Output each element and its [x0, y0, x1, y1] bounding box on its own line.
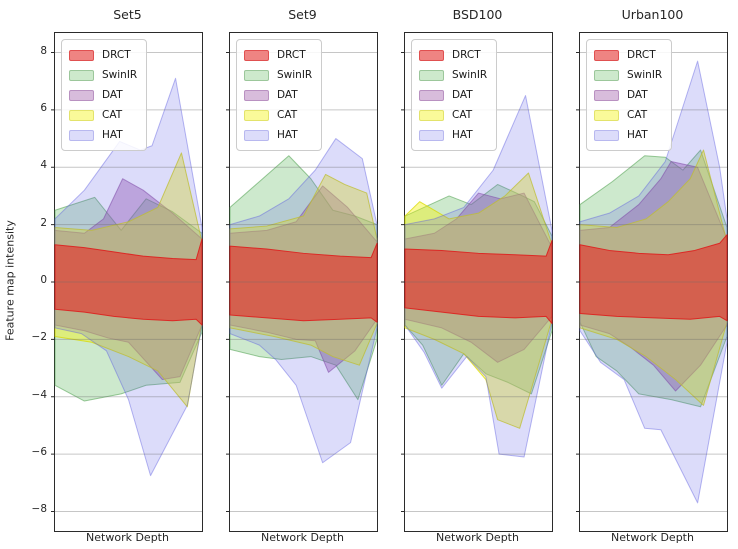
legend-entry-swinir: SwinIR	[594, 65, 662, 85]
legend-swatch-icon	[594, 129, 619, 141]
legend-entry-cat: CAT	[244, 105, 312, 125]
y-tick-label-2: 2	[40, 216, 47, 229]
plot-area-set9: DRCT SwinIR DAT CAT HAT	[226, 32, 378, 532]
legend-label: DRCT	[452, 49, 481, 61]
plot-area-bsd100: DRCT SwinIR DAT CAT HAT	[401, 32, 553, 532]
legend-label: DAT	[452, 89, 473, 101]
legend-label: DRCT	[627, 49, 656, 61]
plot-area-urban100: DRCT SwinIR DAT CAT HAT	[576, 32, 728, 532]
legend-label: HAT	[452, 129, 473, 141]
legend-entry-cat: CAT	[419, 105, 487, 125]
legend: DRCT SwinIR DAT CAT HAT	[586, 39, 673, 151]
plot-area-set5: DRCT SwinIR DAT CAT HAT	[51, 32, 203, 532]
legend-entry-dat: DAT	[69, 85, 137, 105]
legend: DRCT SwinIR DAT CAT HAT	[236, 39, 323, 151]
legend-swatch-icon	[244, 109, 269, 121]
legend-entry-hat: HAT	[69, 125, 137, 145]
subplot-title-urban100: Urban100	[621, 7, 684, 22]
legend-label: DRCT	[102, 49, 131, 61]
envelope-drct	[579, 234, 728, 322]
legend-entry-drct: DRCT	[594, 45, 662, 65]
legend-label: SwinIR	[452, 69, 488, 81]
legend-entry-swinir: SwinIR	[244, 65, 312, 85]
legend-swatch-icon	[594, 109, 619, 121]
legend-label: CAT	[452, 109, 473, 121]
y-tick-label--6: −6	[31, 446, 47, 459]
legend-swatch-icon	[594, 49, 619, 61]
legend-swatch-icon	[69, 109, 94, 121]
legend-swatch-icon	[69, 49, 94, 61]
envelope-chart-bsd100	[401, 52, 553, 512]
legend-swatch-icon	[244, 89, 269, 101]
y-tick-label-8: 8	[40, 44, 47, 57]
y-tick-label--8: −8	[31, 503, 47, 516]
legend: DRCT SwinIR DAT CAT HAT	[411, 39, 498, 151]
legend-swatch-icon	[69, 69, 94, 81]
legend-entry-hat: HAT	[419, 125, 487, 145]
legend-swatch-icon	[244, 69, 269, 81]
x-axis-label: Network Depth	[436, 531, 519, 544]
legend-swatch-icon	[69, 129, 94, 141]
legend: DRCT SwinIR DAT CAT HAT	[61, 39, 148, 151]
legend-swatch-icon	[419, 89, 444, 101]
y-axis-label: Feature map intensity	[3, 220, 17, 341]
legend-label: DAT	[102, 89, 123, 101]
legend-label: HAT	[277, 129, 298, 141]
envelope-chart-set9	[226, 52, 378, 512]
legend-entry-hat: HAT	[244, 125, 312, 145]
legend-label: CAT	[627, 109, 648, 121]
envelope-drct	[229, 242, 378, 323]
y-tick-label--4: −4	[31, 388, 47, 401]
envelope-drct	[404, 239, 553, 325]
legend-swatch-icon	[244, 129, 269, 141]
y-tick-label-6: 6	[40, 101, 47, 114]
legend-entry-hat: HAT	[594, 125, 662, 145]
legend-entry-dat: DAT	[244, 85, 312, 105]
subplot-title-set9: Set9	[288, 7, 317, 22]
legend-entry-dat: DAT	[419, 85, 487, 105]
legend-swatch-icon	[419, 109, 444, 121]
legend-swatch-icon	[244, 49, 269, 61]
legend-label: DAT	[277, 89, 298, 101]
legend-entry-cat: CAT	[594, 105, 662, 125]
legend-label: SwinIR	[277, 69, 313, 81]
legend-swatch-icon	[594, 69, 619, 81]
legend-swatch-icon	[419, 69, 444, 81]
legend-label: CAT	[102, 109, 123, 121]
legend-swatch-icon	[594, 89, 619, 101]
legend-entry-cat: CAT	[69, 105, 137, 125]
subplot-title-bsd100: BSD100	[452, 7, 503, 22]
legend-label: SwinIR	[102, 69, 138, 81]
legend-entry-swinir: SwinIR	[69, 65, 137, 85]
x-axis-label: Network Depth	[86, 531, 169, 544]
legend-label: SwinIR	[627, 69, 663, 81]
envelope-chart-urban100	[576, 52, 728, 512]
legend-entry-dat: DAT	[594, 85, 662, 105]
y-tick-label-0: 0	[40, 274, 47, 286]
legend-entry-drct: DRCT	[419, 45, 487, 65]
subplot-title-set5: Set5	[113, 7, 142, 22]
y-tick-label--2: −2	[31, 331, 47, 344]
legend-swatch-icon	[419, 129, 444, 141]
legend-entry-drct: DRCT	[244, 45, 312, 65]
legend-label: DRCT	[277, 49, 306, 61]
envelope-chart-set5	[51, 52, 203, 512]
legend-label: HAT	[102, 129, 123, 141]
legend-label: HAT	[627, 129, 648, 141]
legend-entry-swinir: SwinIR	[419, 65, 487, 85]
x-axis-label: Network Depth	[611, 531, 694, 544]
legend-label: DAT	[627, 89, 648, 101]
y-tick-label-4: 4	[40, 159, 47, 172]
legend-swatch-icon	[69, 89, 94, 101]
legend-swatch-icon	[419, 49, 444, 61]
legend-label: CAT	[277, 109, 298, 121]
legend-entry-drct: DRCT	[69, 45, 137, 65]
x-axis-label: Network Depth	[261, 531, 344, 544]
envelope-drct	[54, 238, 203, 326]
